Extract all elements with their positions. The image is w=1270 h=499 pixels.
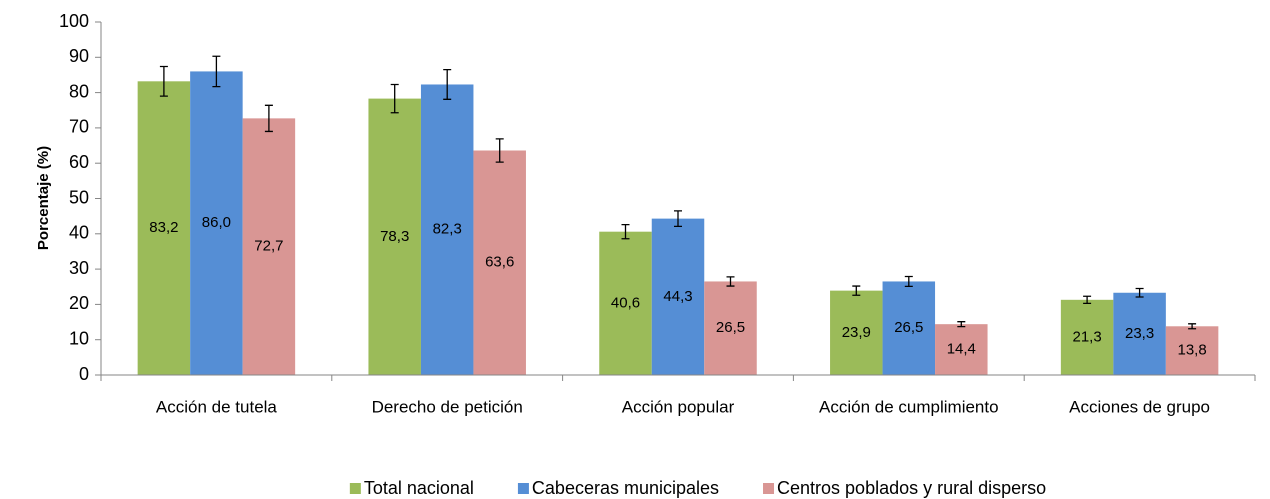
- data-label: 72,7: [254, 238, 283, 255]
- bar: [1113, 292, 1166, 375]
- y-tick-label: 50: [69, 187, 89, 207]
- data-label: 23,3: [1125, 325, 1154, 342]
- bar: [242, 118, 296, 375]
- data-label: 23,9: [842, 324, 871, 341]
- error-bar: [390, 83, 399, 114]
- x-tick-label: Derecho de petición: [372, 397, 523, 416]
- error-bar: [726, 276, 735, 287]
- y-tick-label: 100: [59, 11, 89, 31]
- error-bar: [852, 285, 861, 296]
- x-tick-label: Acción de tutela: [156, 397, 278, 416]
- legend-swatch: [349, 483, 361, 494]
- error-bar: [1083, 295, 1092, 304]
- data-label: 63,6: [485, 254, 514, 271]
- bar: [190, 71, 243, 376]
- error-bar: [159, 65, 168, 97]
- error-bar: [443, 69, 452, 100]
- data-label: 21,3: [1072, 328, 1101, 345]
- bar: [420, 84, 474, 375]
- data-label: 13,8: [1177, 342, 1206, 359]
- bar: [137, 81, 191, 375]
- y-tick-label: 10: [69, 328, 89, 348]
- data-label: 14,4: [947, 341, 976, 358]
- bar: [830, 290, 883, 375]
- y-tick-label: 20: [69, 293, 89, 313]
- data-label: 78,3: [380, 228, 409, 245]
- legend-swatch: [763, 483, 775, 494]
- bar: [651, 218, 705, 375]
- bar: [599, 231, 652, 375]
- legend-label: Cabeceras municipales: [532, 478, 719, 498]
- error-bar: [1135, 287, 1144, 298]
- error-bar: [264, 104, 273, 133]
- error-bar: [904, 275, 913, 288]
- y-tick-label: 60: [69, 152, 89, 172]
- y-axis-label: Porcentaje (%): [35, 146, 52, 250]
- legend-swatch: [517, 483, 529, 494]
- bar: [882, 281, 936, 375]
- x-tick-label: Acción popular: [622, 397, 735, 416]
- error-bar: [621, 223, 630, 240]
- error-bar: [674, 210, 682, 228]
- data-label: 40,6: [611, 294, 640, 311]
- bar: [1060, 299, 1114, 375]
- x-tick-label: Acciones de grupo: [1069, 397, 1210, 416]
- y-tick-label: 0: [79, 364, 89, 384]
- data-label: 86,0: [202, 214, 231, 231]
- y-tick-label: 70: [69, 117, 89, 137]
- bar: [935, 324, 988, 375]
- bar: [368, 98, 421, 375]
- data-label: 82,3: [433, 221, 462, 238]
- error-bar: [495, 138, 504, 163]
- legend-label: Centros poblados y rural disperso: [777, 478, 1046, 498]
- y-tick-label: 80: [69, 81, 89, 101]
- bar: [704, 281, 757, 375]
- legend-label: Total nacional: [364, 478, 474, 498]
- error-bar: [957, 321, 966, 328]
- data-label: 83,2: [149, 219, 178, 236]
- bar: [1165, 326, 1219, 375]
- bar: [473, 150, 526, 375]
- y-tick-label: 90: [69, 46, 89, 66]
- y-tick-label: 30: [69, 258, 89, 278]
- error-bar: [1188, 323, 1197, 330]
- error-bar: [212, 55, 221, 88]
- data-label: 26,5: [894, 319, 923, 336]
- x-tick-label: Acción de cumplimiento: [819, 397, 999, 416]
- data-label: 44,3: [663, 288, 692, 305]
- y-tick-label: 40: [69, 223, 89, 243]
- data-label: 26,5: [716, 319, 745, 336]
